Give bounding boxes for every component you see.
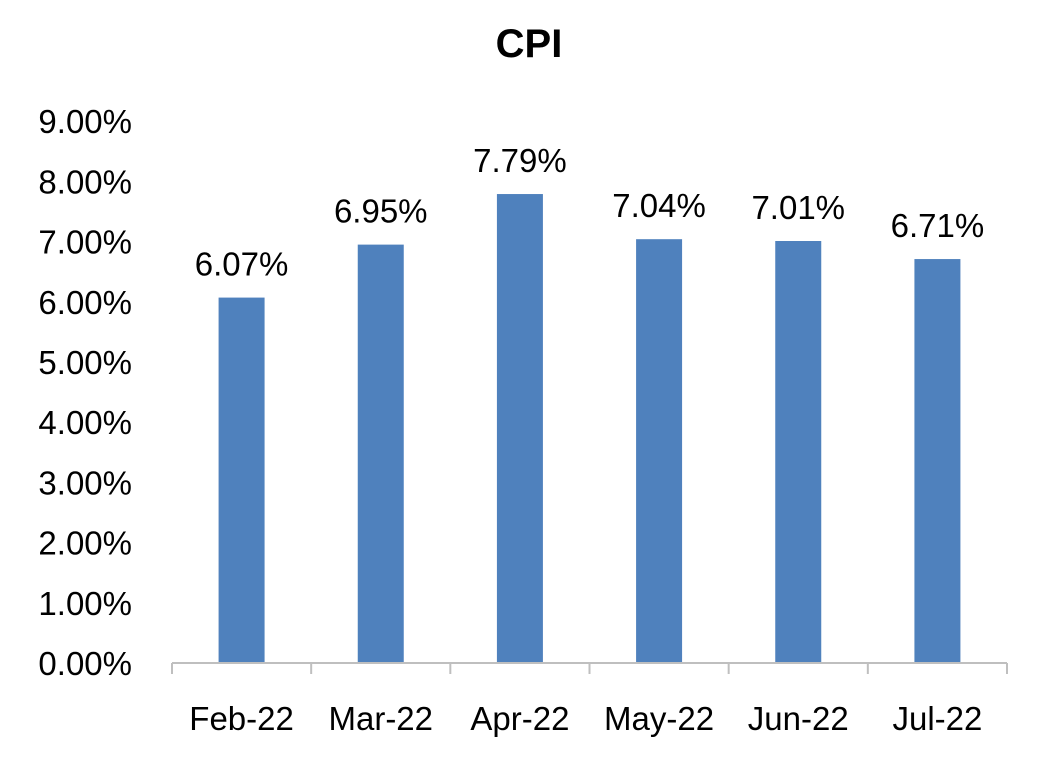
x-tick-label: May-22 [604, 700, 714, 737]
bar-apr-22 [496, 194, 543, 664]
y-tick-label: 9.00% [38, 103, 132, 140]
x-tick-label: Mar-22 [328, 700, 433, 737]
data-label: 6.07% [195, 246, 289, 283]
bar-series [218, 194, 961, 664]
x-tick-label: Feb-22 [189, 700, 294, 737]
bar-jul-22 [914, 259, 961, 663]
y-tick-label: 1.00% [38, 585, 132, 622]
x-axis-tick-labels: Feb-22 Mar-22 Apr-22 May-22 Jun-22 Jul-22 [189, 700, 982, 737]
bar-jun-22 [775, 240, 822, 664]
y-axis-tick-labels: 0.00% 1.00% 2.00% 3.00% 4.00% 5.00% 6.00% 7.00%… [38, 103, 132, 682]
data-label: 7.04% [612, 187, 706, 224]
bar-mar-22 [357, 244, 404, 664]
y-tick-label: 5.00% [38, 344, 132, 381]
data-label: 7.01% [751, 189, 845, 226]
bar-may-22 [636, 239, 683, 663]
bar-data-labels: 6.07% 6.95% 7.79% 7.04% 7.01% 6.71% [195, 142, 984, 283]
y-tick-label: 2.00% [38, 525, 132, 562]
x-tick-label: Jul-22 [892, 700, 982, 737]
data-label: 6.71% [891, 207, 985, 244]
x-tick-label: Jun-22 [748, 700, 849, 737]
chart-title: CPI [496, 22, 563, 66]
y-tick-label: 4.00% [38, 404, 132, 441]
x-tick-label: Apr-22 [470, 700, 569, 737]
data-label: 7.79% [473, 142, 567, 179]
y-tick-label: 3.00% [38, 464, 132, 501]
y-tick-label: 8.00% [38, 163, 132, 200]
data-label: 6.95% [334, 193, 428, 230]
y-tick-label: 7.00% [38, 224, 132, 261]
bar-feb-22 [218, 297, 265, 663]
y-tick-label: 6.00% [38, 284, 132, 321]
x-axis [171, 662, 1008, 674]
y-tick-label: 0.00% [38, 645, 132, 682]
